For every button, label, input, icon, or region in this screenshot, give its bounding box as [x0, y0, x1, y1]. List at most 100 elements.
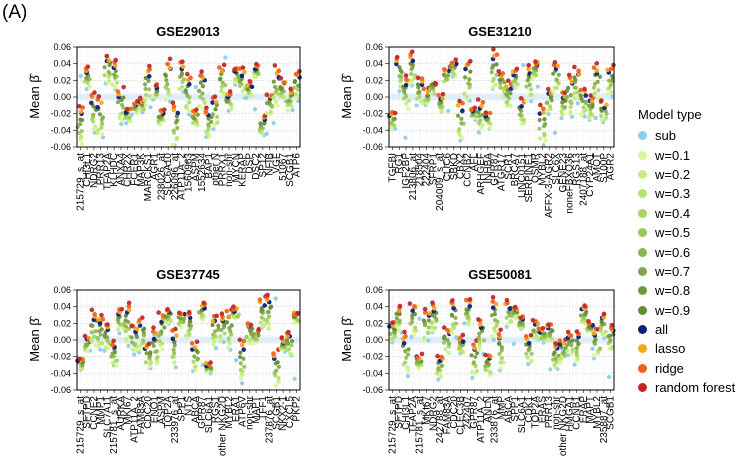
data-point [405, 365, 410, 370]
data-point [592, 353, 597, 358]
data-point [440, 96, 445, 101]
x-tick-label: ERAS [537, 396, 548, 424]
data-point [541, 110, 546, 115]
data-point [568, 333, 574, 338]
data-point [524, 98, 529, 103]
x-tick-label: AMOT [592, 153, 603, 182]
legend-label: w=0.7 [655, 263, 691, 279]
data-point [102, 73, 107, 78]
x-tick-label: AURKA [116, 396, 127, 431]
data-point [451, 305, 456, 311]
data-point [442, 334, 447, 339]
data-point [293, 96, 298, 101]
data-point [603, 109, 608, 114]
data-point [430, 312, 435, 318]
data-point [247, 341, 252, 346]
data-point [575, 96, 580, 101]
data-point [396, 308, 402, 314]
data-point [601, 315, 606, 320]
data-point [479, 103, 484, 109]
data-point [404, 94, 409, 99]
data-point [454, 61, 459, 67]
data-point [197, 88, 202, 93]
x-tick-label: ATP6V [238, 396, 249, 427]
legend-item: w=0.6 [636, 242, 735, 261]
x-tick-label: SLC6A10 [163, 153, 174, 196]
data-point [98, 347, 103, 352]
data-point [581, 315, 586, 321]
data-point [453, 57, 459, 62]
data-point [265, 292, 270, 298]
data-point [238, 376, 243, 381]
data-point [163, 314, 168, 319]
data-point [504, 100, 509, 105]
x-tick-label: 222404 [422, 153, 433, 187]
data-point [180, 59, 185, 64]
data-point [604, 115, 609, 120]
data-point [275, 87, 280, 92]
data-point [219, 89, 224, 94]
data-point [410, 58, 416, 64]
data-point [171, 107, 176, 113]
data-point [439, 354, 444, 360]
data-point [176, 310, 182, 316]
data-point [557, 338, 563, 343]
data-point [564, 348, 570, 353]
data-point [123, 329, 128, 334]
x-tick-label: SCGB1 [271, 396, 282, 430]
x-tick-label: NDRG2 [89, 153, 100, 188]
data-point [517, 112, 522, 117]
data-point [126, 304, 132, 309]
legend-item: all [636, 320, 735, 339]
x-tick-label: GPR87 [469, 396, 480, 429]
data-point [275, 103, 280, 108]
data-point [146, 341, 152, 347]
data-point [407, 301, 413, 306]
data-point [287, 98, 292, 103]
data-point [599, 319, 604, 324]
data-point [524, 351, 529, 356]
x-tick-label: ASPM [156, 396, 167, 424]
data-point [204, 134, 209, 140]
legend-swatch [638, 286, 647, 296]
data-point [116, 326, 121, 332]
data-point [221, 62, 227, 68]
x-tick-label: SLC7A11 [102, 396, 113, 439]
data-point [159, 329, 164, 334]
data-point [441, 72, 447, 77]
data-point [463, 297, 469, 303]
data-point [168, 318, 173, 323]
data-point [188, 319, 193, 324]
data-point [180, 84, 185, 90]
data-point [209, 365, 214, 371]
x-tick-label: 218504 [415, 153, 426, 187]
data-point [568, 104, 573, 110]
data-point [209, 119, 214, 124]
data-point [445, 337, 450, 343]
data-point [422, 335, 427, 341]
panel-label: (A) [2, 2, 28, 23]
data-point [95, 104, 100, 110]
data-point [415, 82, 420, 87]
y-tick-label: 0.06 [365, 42, 383, 52]
data-point [212, 329, 218, 334]
data-point [574, 338, 579, 343]
x-tick-label: FAM83A [136, 396, 147, 435]
data-point [530, 317, 536, 323]
data-point [119, 122, 124, 127]
x-tick-label: TFAP2A [102, 153, 113, 191]
data-point [113, 84, 118, 90]
data-point [477, 338, 482, 344]
data-point [156, 310, 161, 315]
legend-swatch [638, 363, 647, 373]
data-point [609, 90, 614, 95]
x-tick-label: MMP [497, 396, 508, 420]
data-point [521, 63, 526, 68]
data-point [500, 94, 505, 99]
data-point [426, 330, 431, 335]
data-point [603, 329, 608, 334]
x-tick-label: ANLN [483, 396, 494, 423]
data-point [529, 351, 534, 356]
data-point [99, 312, 104, 318]
x-tick-label: AGR2 [606, 153, 617, 181]
